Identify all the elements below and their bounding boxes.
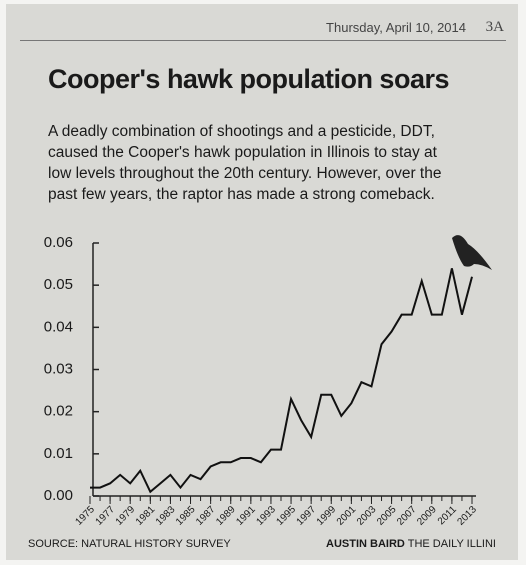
x-tick-label: 2009 — [415, 504, 439, 528]
x-tick-label: 1975 — [73, 504, 97, 528]
y-tick-label: 0.02 — [44, 403, 73, 420]
source: SOURCE: NATURAL HISTORY SURVEY — [28, 538, 231, 550]
newspaper — [6, 4, 518, 560]
x-tick-label: 1995 — [275, 504, 299, 528]
x-tick-label: 1979 — [114, 504, 138, 528]
subtitle: A deadly combination of shootings and a … — [48, 121, 441, 205]
page-number: 3A — [485, 19, 504, 35]
credit-name: AUSTIN BAIRD — [326, 538, 405, 550]
hawk-silhouette — [452, 235, 492, 270]
header-rule — [20, 40, 506, 41]
y-tick-label: 0.04 — [44, 318, 73, 335]
y-tick-label: 0.00 — [44, 487, 73, 504]
credit-org: THE DAILY ILLINI — [407, 538, 496, 550]
x-tick-label: 1997 — [295, 504, 319, 528]
x-tick-label: 2013 — [455, 504, 479, 528]
y-tick-label: 0.05 — [44, 276, 73, 293]
x-tick-label: 2007 — [395, 504, 419, 528]
subtitle-line: A deadly combination of shootings and a … — [48, 123, 435, 140]
x-tick-label: 2011 — [436, 504, 459, 527]
x-tick-label: 1985 — [174, 504, 198, 528]
subtitle-line: caused the Cooper's hawk population in I… — [48, 144, 437, 161]
x-tick-label: 1999 — [315, 504, 339, 528]
x-tick-label: 1981 — [134, 504, 158, 528]
x-tick-label: 2001 — [335, 504, 359, 528]
x-tick-label: 1993 — [254, 504, 278, 528]
x-tick-label: 1991 — [234, 504, 258, 528]
y-tick-label: 0.01 — [44, 445, 73, 462]
x-tick-label: 1989 — [214, 504, 238, 528]
x-tick-label: 1987 — [194, 504, 218, 528]
x-tick-label: 1977 — [94, 504, 118, 528]
credit: AUSTIN BAIRD THE DAILY ILLINI — [326, 538, 496, 550]
y-tick-label: 0.03 — [44, 360, 73, 377]
x-tick-label: 2005 — [375, 504, 399, 528]
subtitle-line: low levels throughout the 20th century. … — [48, 165, 442, 182]
subtitle-line: past few years, the raptor has made a st… — [48, 186, 435, 203]
y-tick-label: 0.06 — [44, 234, 73, 251]
data-line — [90, 268, 473, 494]
date: Thursday, April 10, 2014 — [326, 20, 466, 35]
x-tick-label: 1983 — [154, 504, 178, 528]
x-tick-label: 2003 — [355, 504, 379, 528]
chart-title: Cooper's hawk population soars — [48, 64, 449, 94]
